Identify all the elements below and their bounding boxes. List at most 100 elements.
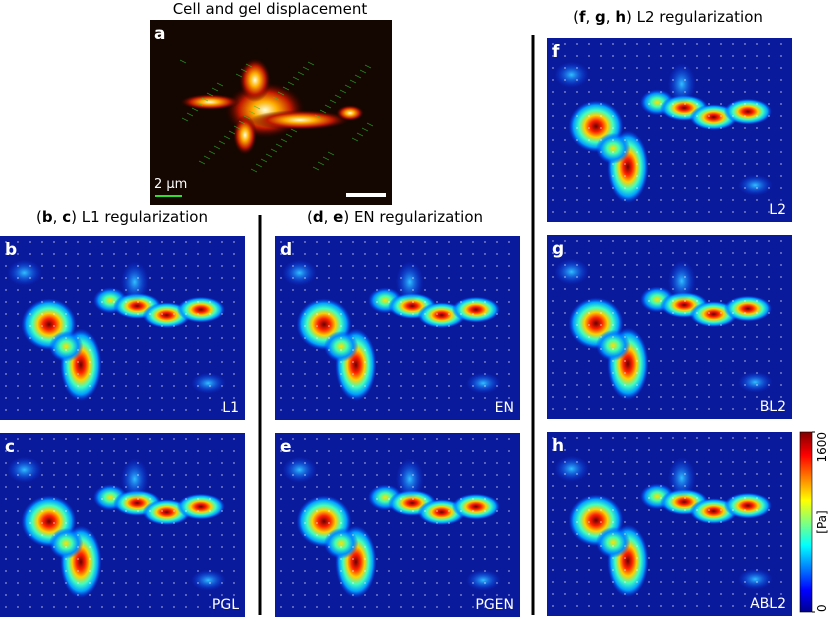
heading-part: (: [573, 8, 579, 26]
displacement-arrow: [240, 68, 248, 73]
displacement-arrow: [235, 73, 243, 78]
displacement-arrow: [243, 115, 251, 120]
cell-signal: [250, 110, 350, 130]
heatmap-panel: g BL2: [547, 235, 792, 419]
colorbar-label: [Pa]: [815, 510, 829, 533]
panel-letter: h: [552, 436, 564, 456]
heading-part: (: [36, 208, 42, 226]
displacement-arrow: [339, 89, 347, 94]
displacement-arrow: [218, 140, 226, 145]
heading-part: b: [42, 208, 53, 226]
displacement-arrow: [191, 107, 199, 112]
heading-part: f: [579, 8, 586, 26]
panel-letter: c: [5, 437, 15, 457]
heatmap-panel: b L1: [0, 236, 245, 420]
displacement-arrow: [179, 59, 187, 64]
heading-part: ,: [606, 8, 616, 26]
displacement-arrow: [319, 109, 327, 114]
displacement-arrow: [186, 112, 194, 117]
heading-part: c: [62, 208, 71, 226]
displacement-arrow: [349, 79, 357, 84]
heading-part: ,: [324, 208, 334, 226]
displacement-arrow: [196, 102, 204, 107]
panel-letter: a: [154, 24, 165, 44]
displacement-arrow: [201, 97, 209, 102]
panel-label: ABL2: [750, 596, 786, 612]
vector-grid: [275, 433, 520, 617]
displacement-arrow: [198, 160, 206, 165]
panel-a-title: Cell and gel displacement: [173, 0, 368, 18]
displacement-arrow: [260, 158, 268, 163]
displacement-arrow: [270, 148, 278, 153]
vector-grid: [275, 236, 520, 420]
panel-label: L1: [222, 400, 239, 416]
scale-label: 2 µm: [154, 177, 187, 192]
displacement-arrow: [253, 105, 261, 110]
displacement-arrow: [329, 99, 337, 104]
displacement-arrow: [314, 114, 322, 119]
vector-grid: [0, 433, 245, 617]
displacement-arrow: [282, 86, 290, 91]
heading-part: h: [615, 8, 626, 26]
heading-part: g: [595, 8, 606, 26]
group-heading: (b, c) L1 regularization: [36, 208, 208, 226]
cell-signal: [336, 105, 364, 121]
panel-label: EN: [495, 400, 514, 416]
colorbar-tick-label: 1600: [815, 432, 829, 463]
displacement-arrow: [238, 120, 246, 125]
displacement-arrow: [297, 71, 305, 76]
displacement-arrow: [208, 150, 216, 155]
displacement-arrow: [366, 122, 374, 127]
displacement-arrow: [290, 128, 298, 133]
displacement-arrow: [322, 156, 330, 161]
vector-grid: [547, 432, 792, 616]
cell-signal: [239, 58, 271, 102]
panel-label: BL2: [760, 399, 786, 415]
cell-signal: [180, 94, 240, 110]
heading-part: ) L1 regularization: [71, 208, 208, 226]
displacement-arrow: [292, 76, 300, 81]
displacement-arrow: [356, 132, 364, 137]
colorbar-tick-label: 0: [815, 604, 829, 612]
displacement-arrow: [216, 82, 224, 87]
panel-letter: d: [280, 240, 292, 260]
vector-grid: [0, 236, 245, 420]
panel-letter: e: [280, 437, 292, 457]
panel-label: L2: [769, 202, 786, 218]
displacement-arrow: [211, 87, 219, 92]
heatmap-panel: e PGEN: [275, 433, 520, 617]
displacement-arrow: [228, 130, 236, 135]
vector-grid: [547, 38, 792, 222]
heading-part: d: [313, 208, 324, 226]
displacement-arrow: [334, 94, 342, 99]
displacement-arrow: [203, 155, 211, 160]
panel-letter: b: [5, 240, 17, 260]
group-heading: (d, e) EN regularization: [307, 208, 483, 226]
colorbar: [799, 431, 813, 613]
displacement-arrow: [250, 168, 258, 173]
heatmap-panel: f L2: [547, 38, 792, 222]
displacement-arrow: [255, 163, 263, 168]
displacement-arrow: [307, 61, 315, 66]
displacement-arrow: [302, 66, 310, 71]
heading-part: ) EN regularization: [343, 208, 483, 226]
heading-part: ,: [585, 8, 595, 26]
heatmap-panel: h ABL2: [547, 432, 792, 616]
displacement-arrow: [181, 117, 189, 122]
heading-part: e: [333, 208, 343, 226]
displacement-arrow: [280, 138, 288, 143]
panel-label: PGEN: [475, 597, 514, 613]
displacement-arrow: [233, 125, 241, 130]
cell-signal: [233, 115, 257, 155]
displacement-arrow: [287, 81, 295, 86]
vector-grid: [547, 235, 792, 419]
displacement-arrow: [213, 145, 221, 150]
panel-label: PGL: [212, 597, 239, 613]
group-heading: (f, g, h) L2 regularization: [573, 8, 763, 26]
heading-part: (: [307, 208, 313, 226]
displacement-arrow: [223, 135, 231, 140]
displacement-arrow: [351, 137, 359, 142]
heatmap-panel: d EN: [275, 236, 520, 420]
heading-part: ,: [53, 208, 63, 226]
